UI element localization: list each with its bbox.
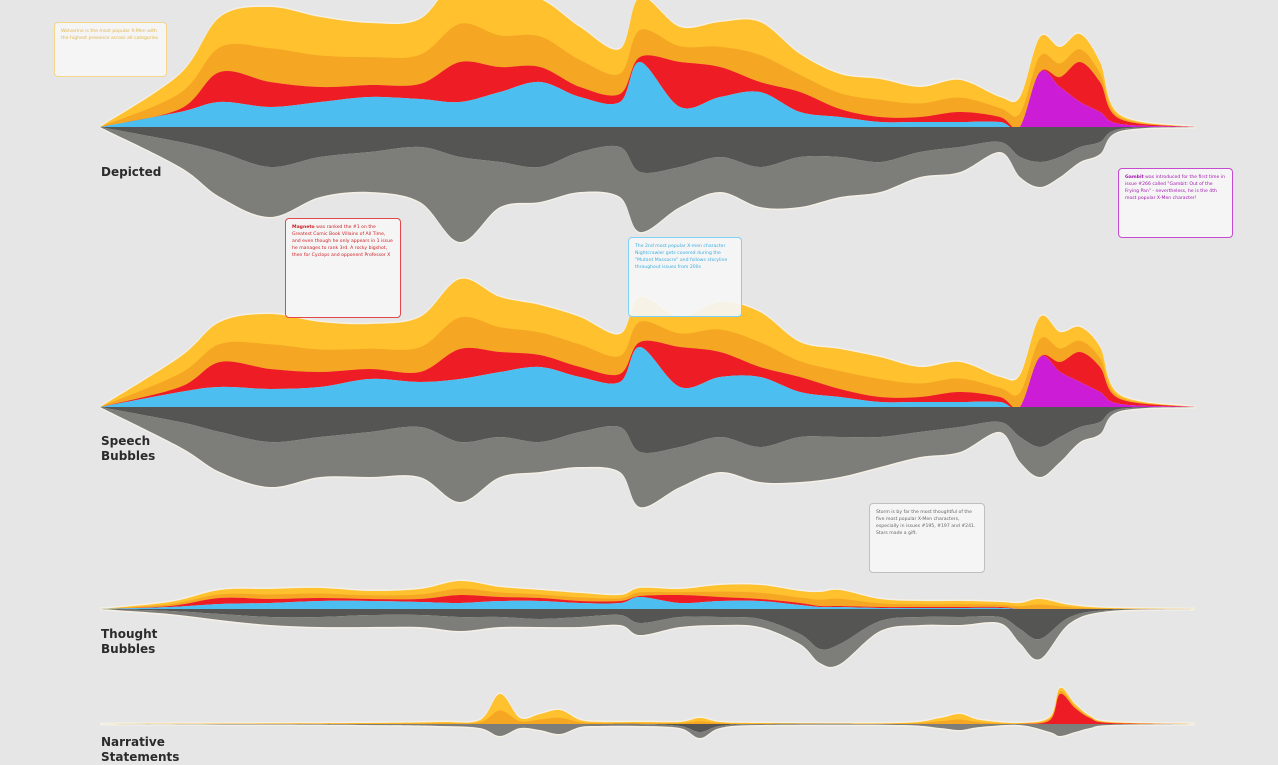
stream-dark-gray [100,609,1195,650]
stream-magenta [100,355,1195,411]
stream-yellow-dark [100,691,1195,725]
annotation-gambit-name: Gambit [1125,175,1144,180]
row-label-depicted: Depicted [101,165,162,179]
stream-gray [100,609,1195,667]
stream-yellow-dark [100,316,1195,409]
annotation-magneto-name: Magneto [292,225,315,230]
stream-gray [100,723,1195,738]
stream-dark-gray [100,407,1195,454]
stream-blue [100,346,1195,411]
annotation-gambit-text: was introduced for the first time in iss… [1125,175,1225,201]
annotation-magneto-text: was ranked the #1 on the Greatest Comic … [292,225,393,258]
stream-red [100,693,1195,725]
annotation-gambit: Gambit was introduced for the first time… [1118,168,1233,238]
stream-gray [100,407,1195,508]
annotation-magneto: Magneto was ranked the #1 on the Greates… [285,218,401,318]
stream-red [100,340,1195,410]
annotation-nightcrawler: The 2nd most popular X-men character Nig… [628,237,742,317]
row-label-narrative-statements: Narrative Statements [101,735,180,764]
stream-red [100,55,1195,130]
stream-gray [100,127,1195,243]
annotation-top-left: Wolverine is the most popular X-Men with… [54,22,167,77]
row-label-speech-bubbles: Speech Bubbles [101,434,156,463]
stream-blue [100,597,1195,610]
stream-blue [100,61,1195,132]
stream-magenta [100,70,1195,132]
stream-dark-gray [100,127,1195,174]
stream-yellow-dark [100,588,1195,610]
stream-yellow-dark [100,23,1195,130]
stream-yellow [100,278,1195,409]
annotation-thought: Storm is by far the most thoughtful of t… [869,503,985,573]
row-label-thought-bubbles: Thought Bubbles [101,627,158,656]
stream-yellow [100,0,1195,129]
stream-yellow [100,687,1195,725]
stream-outline [100,686,1195,740]
